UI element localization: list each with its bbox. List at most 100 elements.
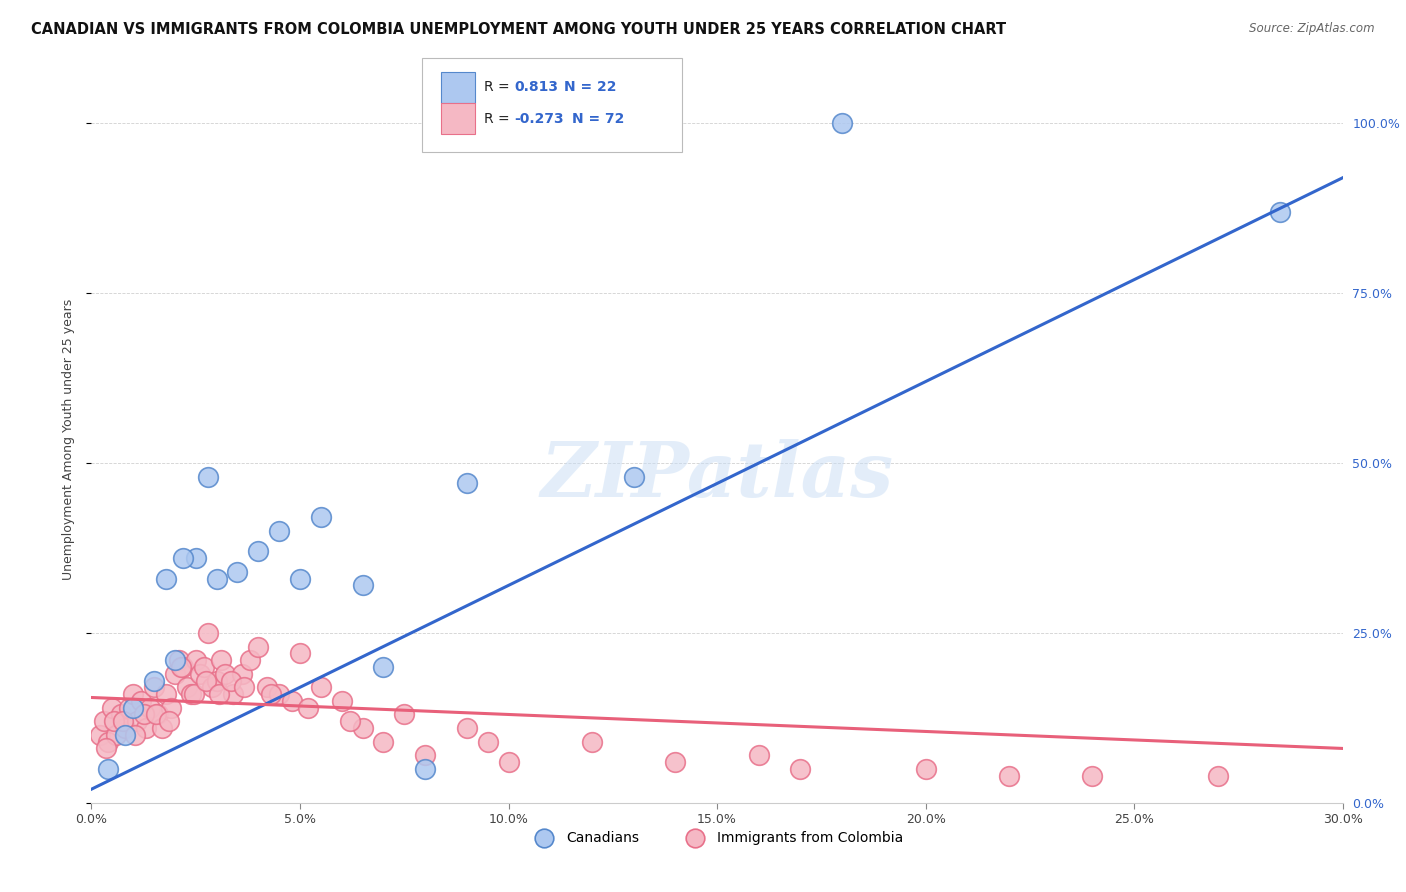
Point <box>103 714 125 729</box>
Point <box>172 660 194 674</box>
Point <box>143 673 166 688</box>
Point <box>163 653 186 667</box>
Point <box>118 700 141 714</box>
Point <box>207 687 229 701</box>
Point <box>195 673 218 688</box>
Point <box>352 721 374 735</box>
Point <box>145 707 167 722</box>
Point <box>914 762 936 776</box>
Point <box>176 681 198 695</box>
Point <box>193 660 215 674</box>
Point <box>197 469 219 483</box>
Point <box>183 687 205 701</box>
Point <box>260 687 283 701</box>
Point <box>267 687 290 701</box>
Point <box>172 551 194 566</box>
Text: 0.813: 0.813 <box>515 80 558 95</box>
Point <box>188 666 211 681</box>
Text: N = 22: N = 22 <box>564 80 616 95</box>
Text: N = 72: N = 72 <box>572 112 624 126</box>
Point <box>247 640 270 654</box>
Point <box>309 681 332 695</box>
Point <box>157 714 180 729</box>
Point <box>135 721 157 735</box>
Point <box>456 721 478 735</box>
Point <box>143 681 166 695</box>
Point <box>477 734 499 748</box>
Point <box>831 116 853 130</box>
Point <box>297 700 319 714</box>
Point <box>159 700 181 714</box>
Point <box>748 748 770 763</box>
Point <box>122 687 145 701</box>
Point <box>184 653 207 667</box>
Point <box>163 666 186 681</box>
Point <box>97 762 120 776</box>
Point <box>664 755 686 769</box>
Point <box>1206 769 1229 783</box>
Point <box>330 694 353 708</box>
Point <box>498 755 520 769</box>
Point <box>110 707 132 722</box>
Point <box>456 476 478 491</box>
Point <box>197 626 219 640</box>
Point <box>413 748 436 763</box>
Point <box>413 762 436 776</box>
Point <box>256 681 278 695</box>
Text: R =: R = <box>484 112 513 126</box>
Point <box>139 700 162 714</box>
Point <box>309 510 332 524</box>
Point <box>1268 204 1291 219</box>
Point <box>105 728 128 742</box>
Point <box>267 524 290 538</box>
Point <box>226 565 249 579</box>
Y-axis label: Unemployment Among Youth under 25 years: Unemployment Among Youth under 25 years <box>62 299 75 580</box>
Point <box>219 673 242 688</box>
Point <box>231 666 253 681</box>
Point <box>122 700 145 714</box>
Point <box>222 687 245 701</box>
Point <box>150 721 173 735</box>
Text: Source: ZipAtlas.com: Source: ZipAtlas.com <box>1250 22 1375 36</box>
Point <box>94 741 117 756</box>
Point <box>155 687 177 701</box>
Point <box>93 714 115 729</box>
Point <box>789 762 811 776</box>
Text: CANADIAN VS IMMIGRANTS FROM COLOMBIA UNEMPLOYMENT AMONG YOUTH UNDER 25 YEARS COR: CANADIAN VS IMMIGRANTS FROM COLOMBIA UNE… <box>31 22 1007 37</box>
Point <box>339 714 361 729</box>
Point <box>180 687 202 701</box>
Point <box>280 694 302 708</box>
Text: ZIPatlas: ZIPatlas <box>540 439 894 513</box>
Point <box>184 551 207 566</box>
Point <box>288 646 311 660</box>
Point <box>201 681 224 695</box>
Point <box>114 728 136 742</box>
Point <box>97 734 120 748</box>
Point <box>392 707 415 722</box>
Text: R =: R = <box>484 80 513 95</box>
Point <box>205 572 228 586</box>
Point <box>581 734 603 748</box>
Point <box>131 694 153 708</box>
Point <box>155 572 177 586</box>
Point <box>132 707 155 722</box>
Point <box>101 700 124 714</box>
Point <box>111 714 134 729</box>
Point <box>89 728 111 742</box>
Point <box>623 469 645 483</box>
Point <box>288 572 311 586</box>
Point <box>124 728 146 742</box>
Point <box>146 707 169 722</box>
Point <box>373 660 395 674</box>
Point <box>247 544 270 558</box>
Point <box>205 673 228 688</box>
Point <box>209 653 232 667</box>
Point <box>114 721 136 735</box>
Point <box>998 769 1021 783</box>
Legend: Canadians, Immigrants from Colombia: Canadians, Immigrants from Colombia <box>524 825 910 850</box>
Point <box>127 714 149 729</box>
Text: -0.273: -0.273 <box>515 112 564 126</box>
Point <box>1081 769 1104 783</box>
Point <box>170 660 193 674</box>
Point <box>373 734 395 748</box>
